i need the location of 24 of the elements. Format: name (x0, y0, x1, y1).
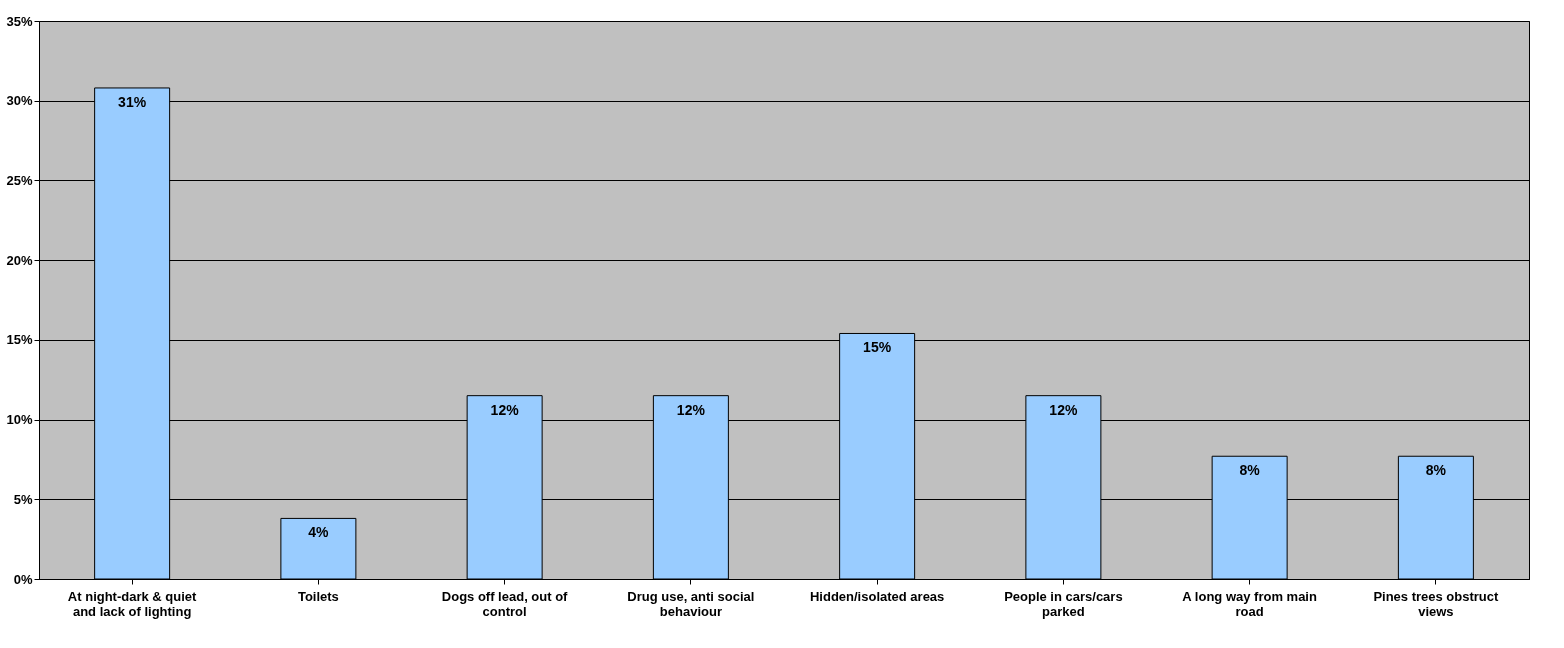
y-tick-label: 10% (6, 412, 33, 428)
y-tick-label: 25% (6, 172, 33, 188)
x-tick-label: Toilets (297, 588, 339, 604)
y-tick-label: 35% (6, 13, 33, 29)
x-tick-label: A long way from main road (1182, 588, 1317, 619)
x-tick-label: Hidden/isolated areas (809, 588, 945, 604)
x-tick-label: Drug use, anti social behaviour (627, 588, 755, 619)
x-tick-label: At night-dark & quiet and lack of lighting (67, 588, 198, 619)
data-label: 8% (1425, 462, 1447, 479)
x-tick-label: People in cars/cars parked (1004, 588, 1123, 619)
y-tick-label: 15% (6, 332, 33, 348)
data-label: 15% (863, 339, 892, 356)
data-label: 12% (490, 401, 520, 418)
x-tick-label: Dogs off lead, out of control (441, 588, 569, 619)
data-label: 12% (676, 401, 706, 418)
y-tick-label: 30% (6, 93, 33, 109)
data-label: 31% (118, 93, 147, 110)
y-tick-label: 20% (6, 252, 33, 268)
data-label: 12% (1049, 401, 1078, 418)
y-tick-label: 0% (13, 571, 33, 587)
x-tick-label: Pines trees obstruct views (1373, 588, 1500, 619)
data-label: 4% (308, 524, 330, 541)
y-tick-label: 5% (13, 491, 33, 507)
data-label: 8% (1239, 462, 1261, 479)
